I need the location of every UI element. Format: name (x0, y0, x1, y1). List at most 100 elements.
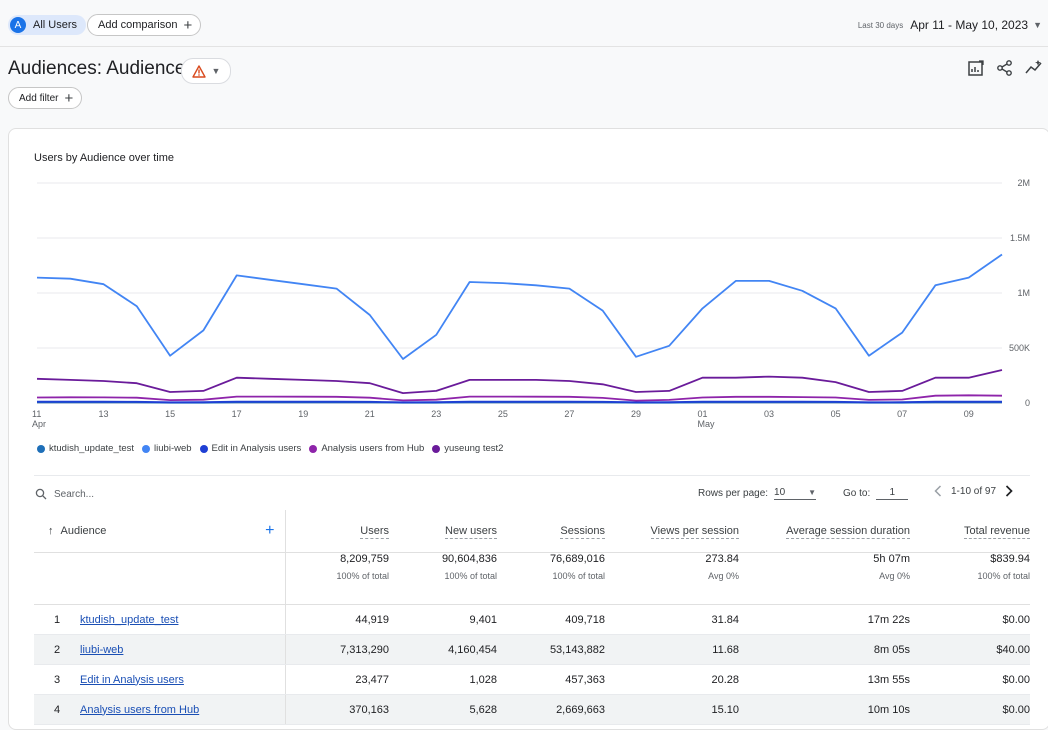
column-header-audience[interactable]: ↑ Audience + (34, 510, 285, 553)
x-tick-label: 05 (831, 409, 841, 419)
page-title: Audiences: Audience (8, 58, 185, 80)
audience-link[interactable]: liubi-web (80, 644, 123, 656)
table-cell: $0.00 (910, 605, 1030, 635)
top-bar: A All Users Add comparison + Last 30 day… (0, 0, 1048, 47)
legend-label: ktudish_update_test (49, 443, 134, 454)
audience-link[interactable]: ktudish_update_test (80, 614, 178, 626)
table-cell: $0.00 (910, 665, 1030, 695)
segment-chip-all-users[interactable]: A All Users (8, 15, 86, 35)
add-filter-button[interactable]: Add filter + (8, 87, 82, 109)
table-cell: 4,160,454 (389, 635, 497, 665)
column-header-total-revenue[interactable]: Total revenue (910, 510, 1030, 553)
goto-input[interactable]: 1 (876, 487, 908, 500)
table-cell: 2,669,663 (497, 695, 605, 725)
segment-label: All Users (33, 19, 77, 31)
legend-dot-icon (309, 445, 317, 453)
date-range-picker[interactable]: Last 30 days Apr 11 - May 10, 2023 ▼ (858, 18, 1042, 32)
column-header-views-per-session[interactable]: Views per session (605, 510, 739, 553)
totals-sub: 100% of total (910, 571, 1030, 581)
column-header-avg-session-duration[interactable]: Average session duration (739, 510, 910, 553)
legend-label: Analysis users from Hub (321, 443, 424, 454)
totals-value: 5h 07m (739, 553, 910, 565)
column-header-new-users[interactable]: New users (389, 510, 497, 553)
totals-cell: 76,689,016 100% of total (497, 553, 605, 605)
legend-dot-icon (432, 445, 440, 453)
audience-link[interactable]: Edit in Analysis users (80, 674, 184, 686)
table-cell: 20.28 (605, 665, 739, 695)
series-line-liubi-web (37, 255, 1002, 360)
next-page-icon[interactable] (1002, 485, 1016, 497)
chart-legend: ktudish_update_test liubi-web Edit in Anal… (37, 443, 511, 454)
x-tick-label: 11 (32, 409, 41, 419)
add-dimension-icon[interactable]: + (265, 522, 274, 540)
column-header-sessions[interactable]: Sessions (497, 510, 605, 553)
table-search[interactable]: Search... (35, 488, 94, 500)
y-tick-label: 2M (1017, 178, 1030, 188)
legend-item[interactable]: ktudish_update_test (37, 443, 134, 454)
totals-label-cell (34, 553, 285, 605)
table-cell: $40.00 (910, 635, 1030, 665)
table-cell: 11.68 (605, 635, 739, 665)
table-cell: 1,028 (389, 665, 497, 695)
x-tick-label: 25 (498, 409, 508, 419)
legend-item[interactable]: yuseung test2 (432, 443, 503, 454)
date-range-hint: Last 30 days (858, 21, 903, 30)
totals-sub: 100% of total (286, 571, 390, 581)
x-tick-sublabel: Apr (32, 419, 46, 429)
totals-value: 76,689,016 (497, 553, 605, 565)
warning-triangle-icon (192, 65, 206, 78)
plus-icon: + (64, 91, 73, 106)
goto-page: Go to: 1 (843, 487, 908, 500)
column-header-label: Total revenue (964, 525, 1030, 539)
divider (34, 475, 1030, 476)
audience-header-label: Audience (61, 525, 107, 537)
table-cell: 17m 22s (739, 605, 910, 635)
x-tick-label: 29 (631, 409, 641, 419)
insights-icon[interactable] (1024, 58, 1044, 78)
legend-item[interactable]: liubi-web (142, 443, 192, 454)
table-header-row: ↑ Audience + Users New users Sessions Vi… (34, 510, 1030, 553)
goto-label: Go to: (843, 488, 870, 499)
totals-sub: 100% of total (497, 571, 605, 581)
row-index: 1 (34, 614, 80, 626)
legend-item[interactable]: Analysis users from Hub (309, 443, 424, 454)
totals-value: 8,209,759 (286, 553, 390, 565)
column-header-users[interactable]: Users (285, 510, 389, 553)
table-cell: 23,477 (285, 665, 389, 695)
table-cell: 53,143,882 (497, 635, 605, 665)
table-cell: 44,919 (285, 605, 389, 635)
pagination: 1-10 of 97 (931, 485, 1016, 497)
x-tick-sublabel: May (698, 419, 716, 429)
x-tick-label: 07 (897, 409, 907, 419)
add-filter-label: Add filter (19, 93, 58, 104)
column-header-label: Users (360, 525, 389, 539)
search-input[interactable]: Search... (54, 489, 94, 500)
plus-icon: + (184, 18, 193, 33)
audience-link[interactable]: Analysis users from Hub (80, 704, 199, 716)
legend-dot-icon (200, 445, 208, 453)
row-index: 2 (34, 644, 80, 656)
audience-selector-button[interactable]: ▼ (181, 58, 231, 84)
prev-page-icon[interactable] (931, 485, 945, 497)
table-cell: $0.00 (910, 695, 1030, 725)
customize-report-icon[interactable] (966, 58, 986, 78)
rows-per-page-value: 10 (774, 487, 785, 498)
add-comparison-button[interactable]: Add comparison + (87, 14, 201, 36)
legend-item[interactable]: Edit in Analysis users (200, 443, 302, 454)
share-icon[interactable] (995, 58, 1015, 78)
rows-per-page-select[interactable]: 10 ▼ (774, 487, 816, 500)
column-header-label: New users (445, 525, 497, 539)
x-tick-label: 13 (99, 409, 109, 419)
series-line-yuseung-test2 (37, 370, 1002, 393)
